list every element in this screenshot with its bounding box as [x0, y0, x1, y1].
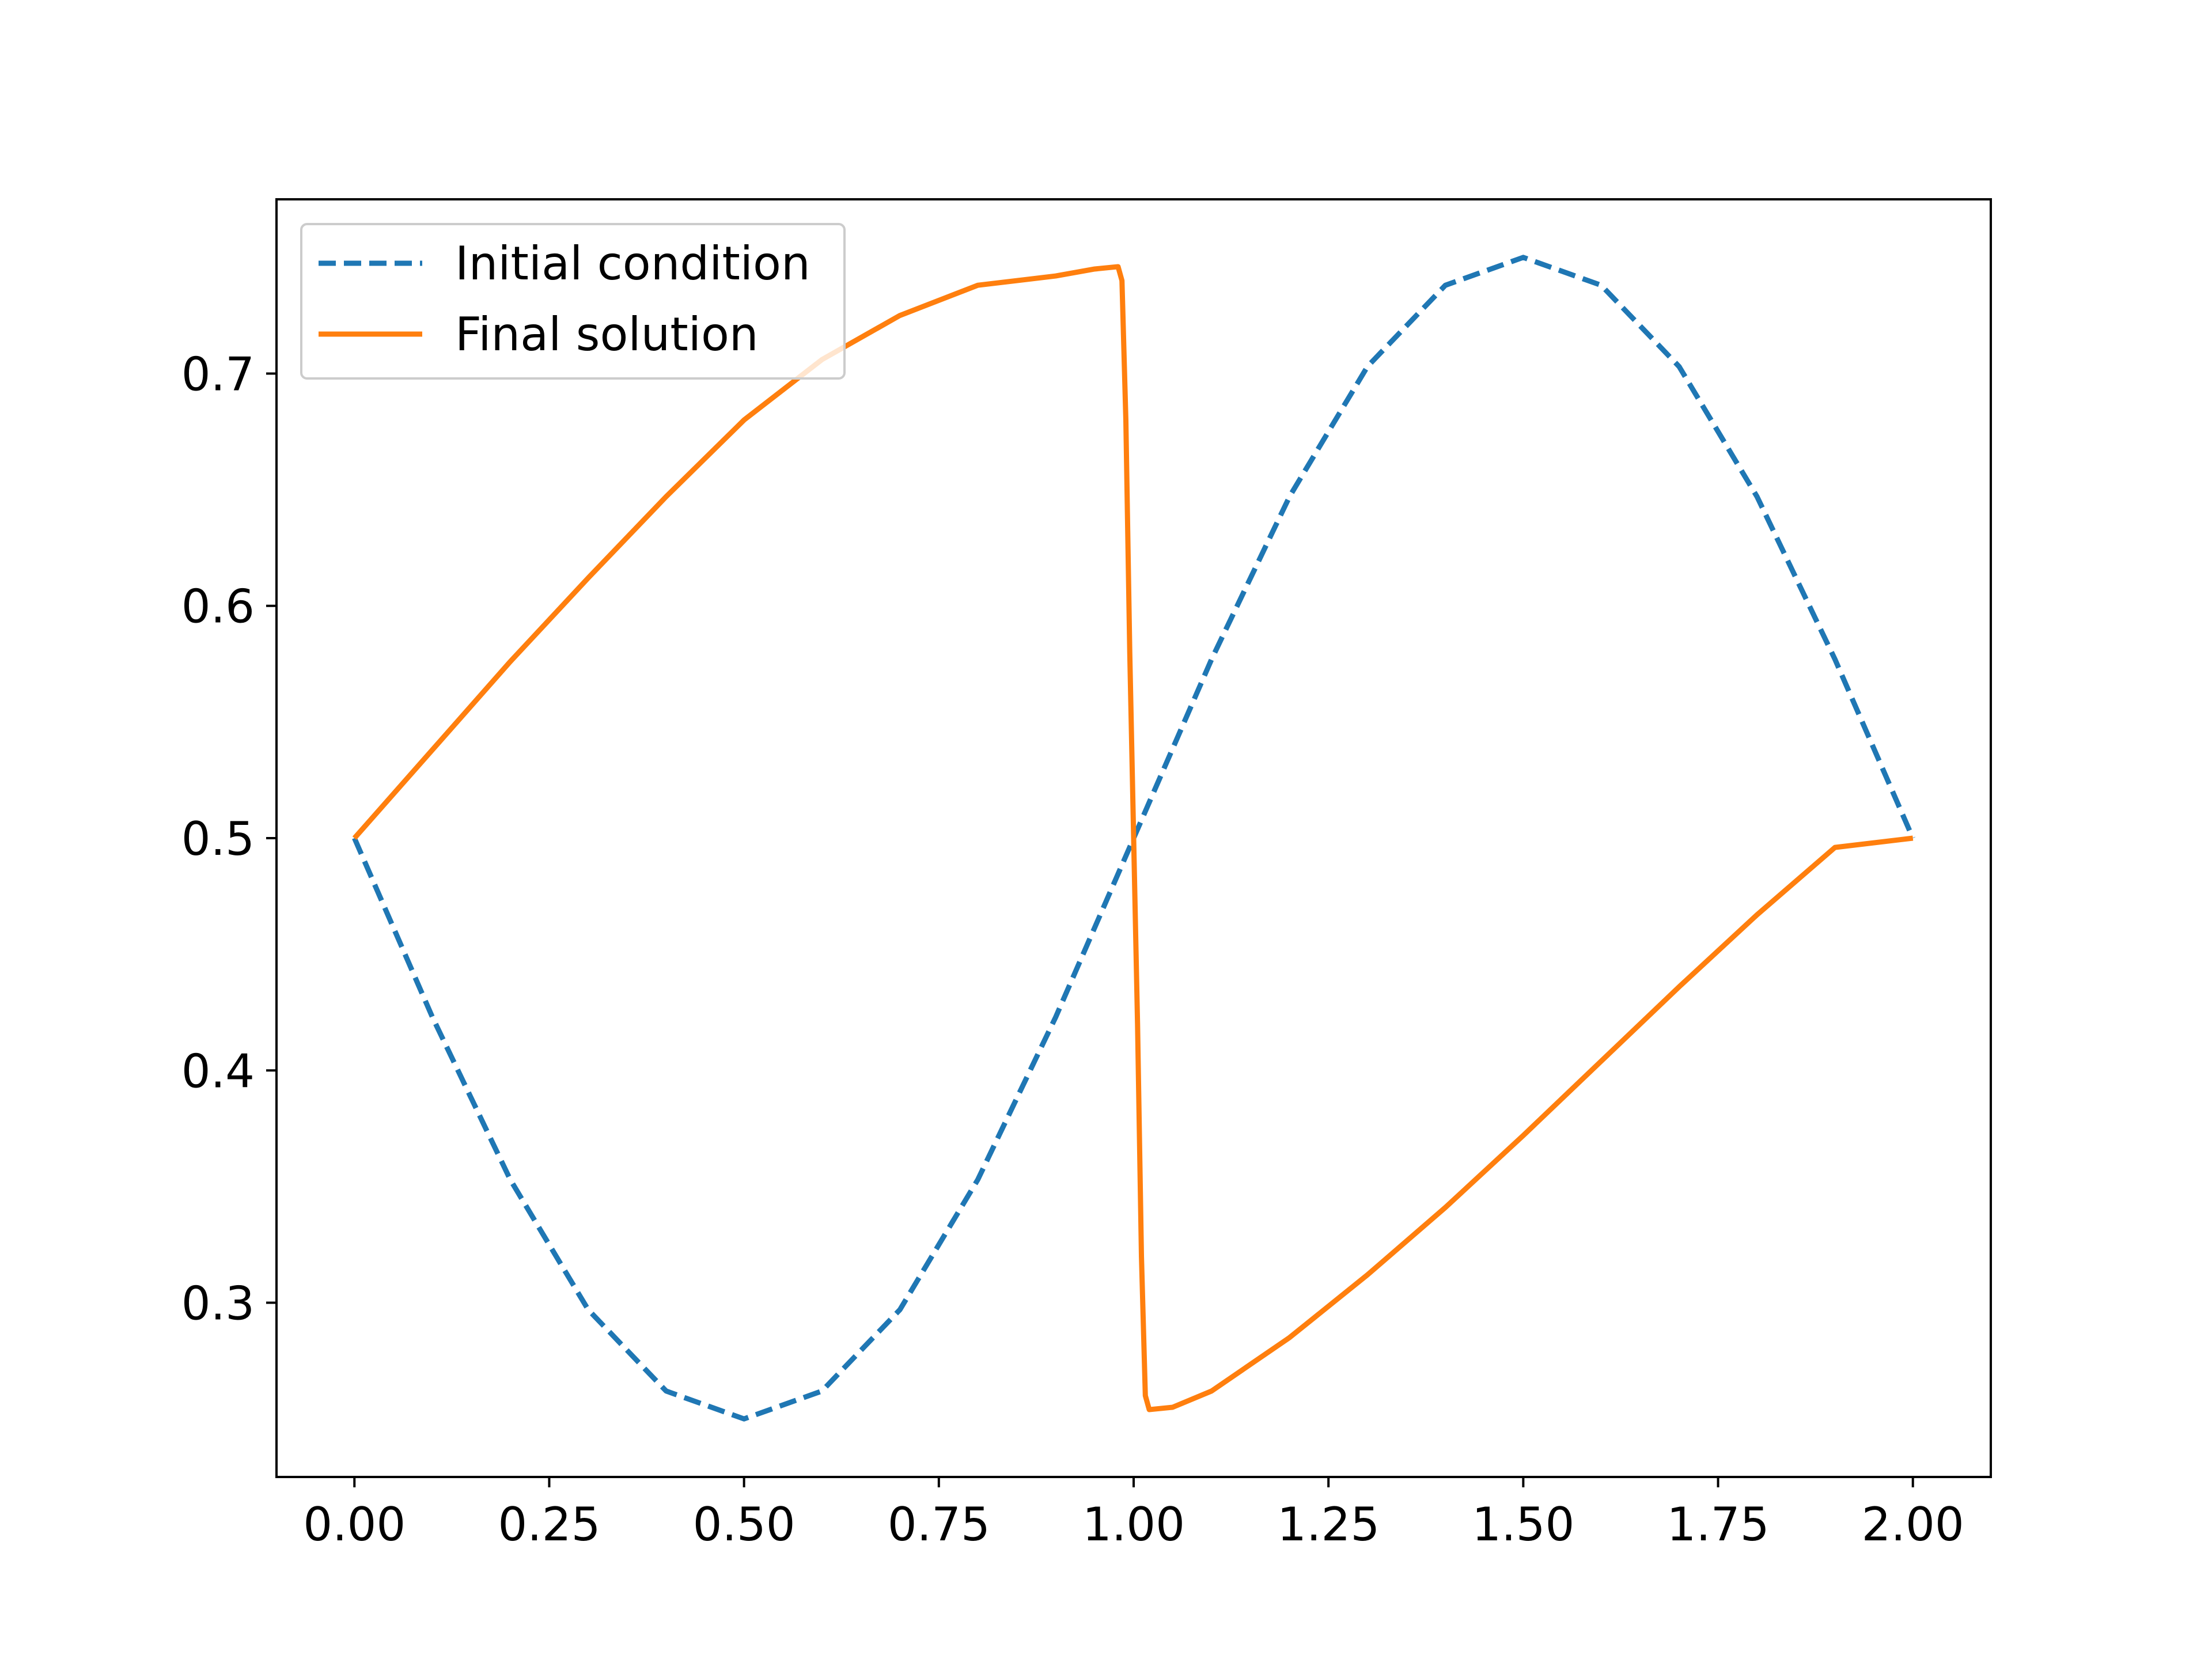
legend-label-final-solution: Final solution: [455, 308, 759, 361]
legend-box: [300, 223, 846, 380]
x-tick-label: 1.50: [1472, 1498, 1574, 1551]
x-tick-label: 0.50: [693, 1498, 796, 1551]
series-line-final-solution: [352, 264, 1914, 1412]
series-layer: [352, 255, 1915, 1422]
x-tick-label: 1.25: [1277, 1498, 1380, 1551]
x-tick-label: 1.00: [1082, 1498, 1185, 1551]
x-tick-label: 0.75: [888, 1498, 990, 1551]
y-tick-label: 0.3: [181, 1277, 255, 1331]
y-tick-label: 0.4: [181, 1044, 255, 1098]
x-axis: 0.00 0.25 0.50 0.75 1.00 1.25 1.50 1.75 2.00: [303, 1477, 1964, 1551]
x-tick-label: 0.25: [498, 1498, 600, 1551]
y-tick-label: 0.6: [181, 580, 255, 634]
x-tick-label: 2.00: [1862, 1498, 1964, 1551]
y-axis: 0.3 0.4 0.5 0.6 0.7: [181, 347, 276, 1331]
y-tick-label: 0.5: [181, 812, 255, 866]
x-tick-label: 0.00: [303, 1498, 406, 1551]
plot-frame: [275, 198, 1992, 1478]
legend: Initial condition Final solution: [300, 223, 846, 380]
x-tick-label: 1.75: [1666, 1498, 1769, 1551]
y-tick-label: 0.7: [181, 347, 255, 401]
legend-label-initial-condition: Initial condition: [455, 237, 810, 290]
